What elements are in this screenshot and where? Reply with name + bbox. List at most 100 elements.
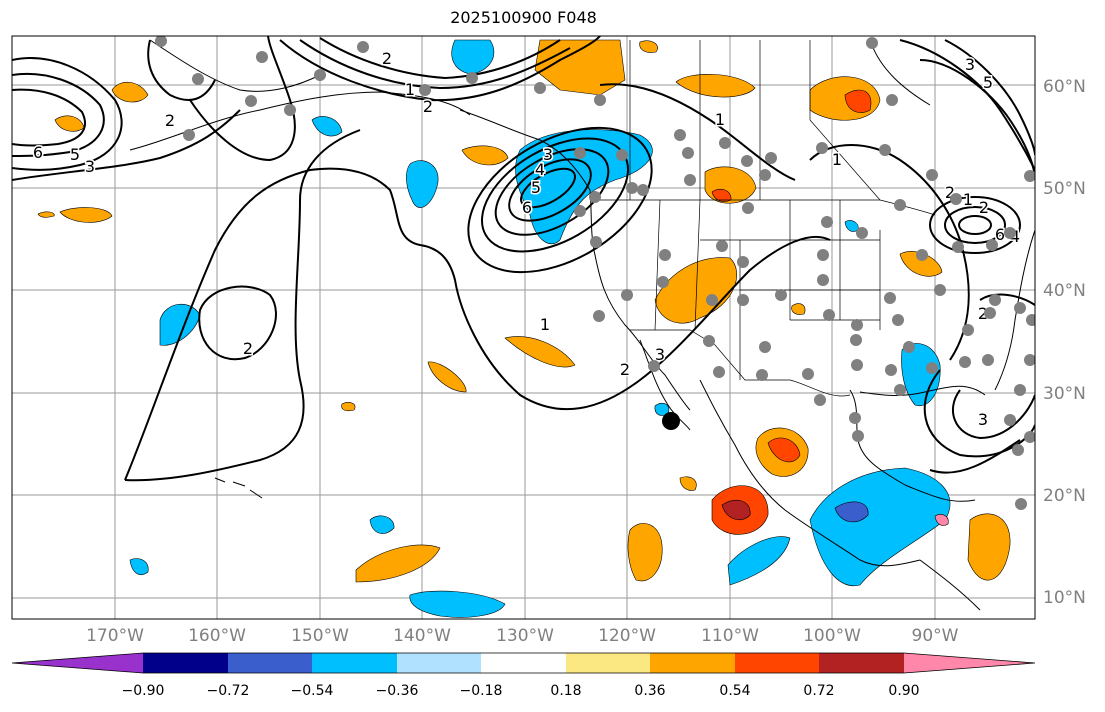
contour-label: 3: [85, 157, 95, 176]
station-dot: [314, 69, 326, 81]
anomaly-blob: [427, 361, 467, 393]
station-dot: [590, 236, 602, 248]
anomaly-blob: [341, 402, 356, 412]
contour-line: [198, 285, 277, 361]
anomaly-blob: [934, 514, 949, 526]
station-dot: [823, 309, 835, 321]
contour-line: [494, 148, 610, 236]
colorbar-swatch: [228, 653, 312, 673]
anomaly-blob: [721, 499, 751, 521]
station-dot: [982, 354, 994, 366]
contour-label: 1: [540, 315, 550, 334]
anomaly-blob: [461, 145, 509, 166]
station-dot: [682, 147, 694, 159]
contour-line: [124, 167, 831, 481]
station-dot: [593, 310, 605, 322]
contour-line: [520, 167, 576, 209]
contour-line: [12, 57, 123, 171]
station-dots: [155, 36, 1035, 510]
station-dot: [706, 294, 718, 306]
station-dot: [183, 129, 195, 141]
coastlines: [129, 39, 1035, 611]
station-dot: [284, 104, 296, 116]
station-dot: [852, 430, 864, 442]
station-dot: [851, 319, 863, 331]
anomaly-blob: [54, 115, 85, 132]
contour-line: [599, 83, 796, 181]
anomaly-blob: [899, 251, 943, 277]
contour-line: [12, 72, 105, 157]
longitude-label: 170°W: [86, 626, 144, 646]
contour-label: 5: [70, 145, 80, 164]
latitude-label: 10°N: [1043, 588, 1086, 608]
anomaly-blob: [791, 303, 806, 315]
anomaly-blob: [37, 211, 55, 218]
longitude-label: 120°W: [598, 626, 656, 646]
contour-line: [147, 39, 216, 101]
colorbar-tick-label: −0.72: [206, 683, 250, 699]
station-dot: [716, 240, 728, 252]
station-dot: [1004, 227, 1016, 239]
station-dot: [616, 149, 628, 161]
contour-line: [508, 158, 592, 222]
station-dot: [574, 147, 586, 159]
colorbar-swatch: [397, 653, 481, 673]
station-dot: [884, 292, 896, 304]
station-dot: [851, 359, 863, 371]
colorbar-swatch: [312, 653, 397, 673]
station-dot: [817, 274, 829, 286]
contour-label: 1: [963, 190, 973, 209]
anomaly-blob: [679, 476, 697, 491]
station-dot: [894, 199, 906, 211]
station-dot: [885, 364, 897, 376]
anomaly-blob: [369, 515, 395, 534]
contour-label: 5: [531, 178, 541, 197]
station-dot: [916, 249, 928, 261]
canada-provinces: [629, 40, 881, 201]
latitude-label: 60°N: [1043, 77, 1086, 97]
station-dot: [816, 142, 828, 154]
station-dot: [866, 37, 878, 49]
anomaly-blob: [311, 116, 343, 137]
station-dot: [1004, 414, 1016, 426]
station-dot: [674, 129, 686, 141]
contour-label: 4: [535, 160, 545, 179]
station-dot: [621, 289, 633, 301]
contour-line: [923, 369, 1035, 458]
east-coast: [994, 229, 1035, 391]
hawaii: [214, 477, 263, 499]
station-dot: [886, 94, 898, 106]
contours: [12, 36, 1035, 482]
station-dot: [986, 239, 998, 251]
station-dot: [821, 216, 833, 228]
latitude-label: 40°N: [1043, 281, 1086, 301]
station-dot: [419, 84, 431, 96]
contour-label: 3: [978, 410, 988, 429]
station-dot: [849, 412, 861, 424]
station-dot: [959, 356, 971, 368]
anomaly-blob: [504, 336, 576, 368]
station-dot: [192, 73, 204, 85]
contour-label: 1: [715, 110, 725, 129]
station-dot: [703, 335, 715, 347]
station-dot: [1014, 384, 1026, 396]
station-dot: [756, 369, 768, 381]
colorbar-tick-label: 0.18: [550, 683, 582, 699]
contour-line: [809, 144, 970, 361]
colorbar-swatch: [143, 653, 228, 673]
contour-line: [124, 129, 361, 482]
colorbar-tick-label: 0.72: [803, 683, 835, 699]
anomaly-blob: [675, 74, 756, 98]
station-dot: [357, 41, 369, 53]
anomaly-blob: [844, 220, 859, 232]
colorbar-tick-label: −0.18: [459, 683, 503, 699]
station-dot: [817, 249, 829, 261]
colorbar-swatch: [566, 653, 650, 673]
us-mexico-border: [630, 329, 851, 397]
station-dot: [1014, 302, 1026, 314]
longitude-label: 140°W: [393, 626, 451, 646]
political-borders: [600, 40, 936, 397]
anomaly-blob: [767, 437, 801, 463]
